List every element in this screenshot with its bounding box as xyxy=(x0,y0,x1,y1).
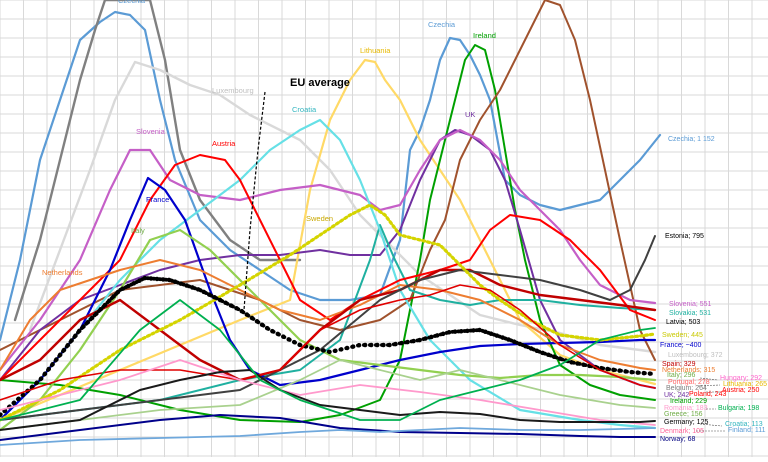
end-label-czechia-1-152: Czechia; 1 152 xyxy=(668,136,715,143)
series-line-estonia-795 xyxy=(0,235,656,421)
end-label-lithuania-265: Lithuania; 265 xyxy=(723,381,767,388)
label-leader-line xyxy=(697,384,721,387)
end-label-ireland-229: Ireland; 229 xyxy=(670,398,707,405)
end-label-bulgaria-198: Bulgaria; 198 xyxy=(718,405,759,412)
series-line-greece-156 xyxy=(0,359,656,431)
end-label-italy-296: Italy; 296 xyxy=(667,372,696,379)
series-line-spain-329 xyxy=(0,268,657,382)
series-label-czechia: Czechia xyxy=(118,0,146,5)
series-line-italy-296 xyxy=(0,228,657,432)
end-label-croatia-113: Croatia; 113 xyxy=(725,421,763,428)
label-leader-line xyxy=(699,423,723,427)
end-label-denmark-105: Denmark; 105 xyxy=(660,428,704,435)
end-label-poland-243: Poland; 243 xyxy=(689,391,726,398)
series-label-uk: UK xyxy=(465,110,475,119)
series-line-latvia-503 xyxy=(0,299,656,421)
series-label-ireland: Ireland xyxy=(473,31,496,40)
end-label-netherlands-315: Netherlands; 315 xyxy=(662,367,715,374)
end-label-greece-156: Greece; 156 xyxy=(664,411,703,418)
series-line-norway-68 xyxy=(0,414,656,441)
end-label-latvia-503: Latvia; 503 xyxy=(666,319,700,326)
series-label-croatia: Croatia xyxy=(292,105,317,114)
end-label-france-400: France; ~400 xyxy=(660,342,702,349)
series-label-france: France xyxy=(146,195,169,204)
end-label-belgium-264: Belgium; 264 xyxy=(666,385,707,392)
end-label-romania-183: Romania; 183 xyxy=(664,405,708,412)
series-line-denmark-105 xyxy=(0,359,656,426)
series-line-unlabeled-5 xyxy=(0,0,656,361)
series-line-finland-111 xyxy=(0,427,656,446)
series-line-sweden-445 xyxy=(0,203,657,422)
series-line-eu-average-dots xyxy=(0,275,658,418)
series-line-poland-243 xyxy=(0,284,656,401)
series-line-germany-125 xyxy=(0,369,656,431)
series-lines xyxy=(0,0,662,446)
series-label-austria: Austria xyxy=(212,139,236,148)
end-label-norway-68: Norway; 68 xyxy=(660,436,696,443)
series-label-netherlands: Netherlands xyxy=(42,268,83,277)
series-line-uk-242 xyxy=(0,129,656,389)
end-label-austria-250: Austria; 250 xyxy=(722,387,759,394)
end-label-slovakia-531: Slovakia; 531 xyxy=(669,310,711,317)
end-label-germany-125: Germany; 125 xyxy=(664,419,708,426)
series-label-italy: Italy xyxy=(131,226,145,235)
series-line-lithuania-265 xyxy=(0,58,657,422)
series-label-eu-average: EU average xyxy=(290,77,350,89)
series-label-slovenia: Slovenia xyxy=(136,127,166,136)
end-label-slovenia-551: Slovenia; 551 xyxy=(669,301,712,308)
end-label-sweden-445: Sweden; 445 xyxy=(662,332,703,339)
series-label-czechia: Czechia xyxy=(428,20,456,29)
series-label-sweden: Sweden xyxy=(306,214,333,223)
end-labels: Czechia; 1 152 Estonia; 795 Slovenia; 551 S… xyxy=(660,136,767,443)
end-label-estonia-795: Estonia; 795 xyxy=(665,233,704,240)
end-label-finland-111: Finland; 111 xyxy=(728,427,766,434)
series-line-luxembourg xyxy=(28,60,657,354)
series-line-ireland-229 xyxy=(0,44,656,423)
series-line-austria-250 xyxy=(0,154,656,381)
series-line-unlabeled-1 xyxy=(13,0,302,322)
end-label-portugal-278: Portugal; 278 xyxy=(668,379,710,386)
end-label-luxembourg-372: Luxembourg; 372 xyxy=(668,352,723,359)
series-labels: Czechia Luxembourg Lithuania Czechia Ireland… xyxy=(42,0,496,277)
end-label-hungary-292: Hungary; 292 xyxy=(720,375,762,382)
series-line-slovakia-531 xyxy=(0,224,656,421)
end-label-uk-242: UK; 242 xyxy=(664,392,689,399)
series-label-luxembourg: Luxembourg xyxy=(212,86,254,95)
series-line-slovenia-551 xyxy=(0,128,657,372)
series-line-czechia-1-152 xyxy=(0,10,662,342)
end-label-spain-329: Spain; 329 xyxy=(662,361,696,368)
label-leader-line xyxy=(699,377,719,381)
series-label-lithuania: Lithuania xyxy=(360,46,391,55)
